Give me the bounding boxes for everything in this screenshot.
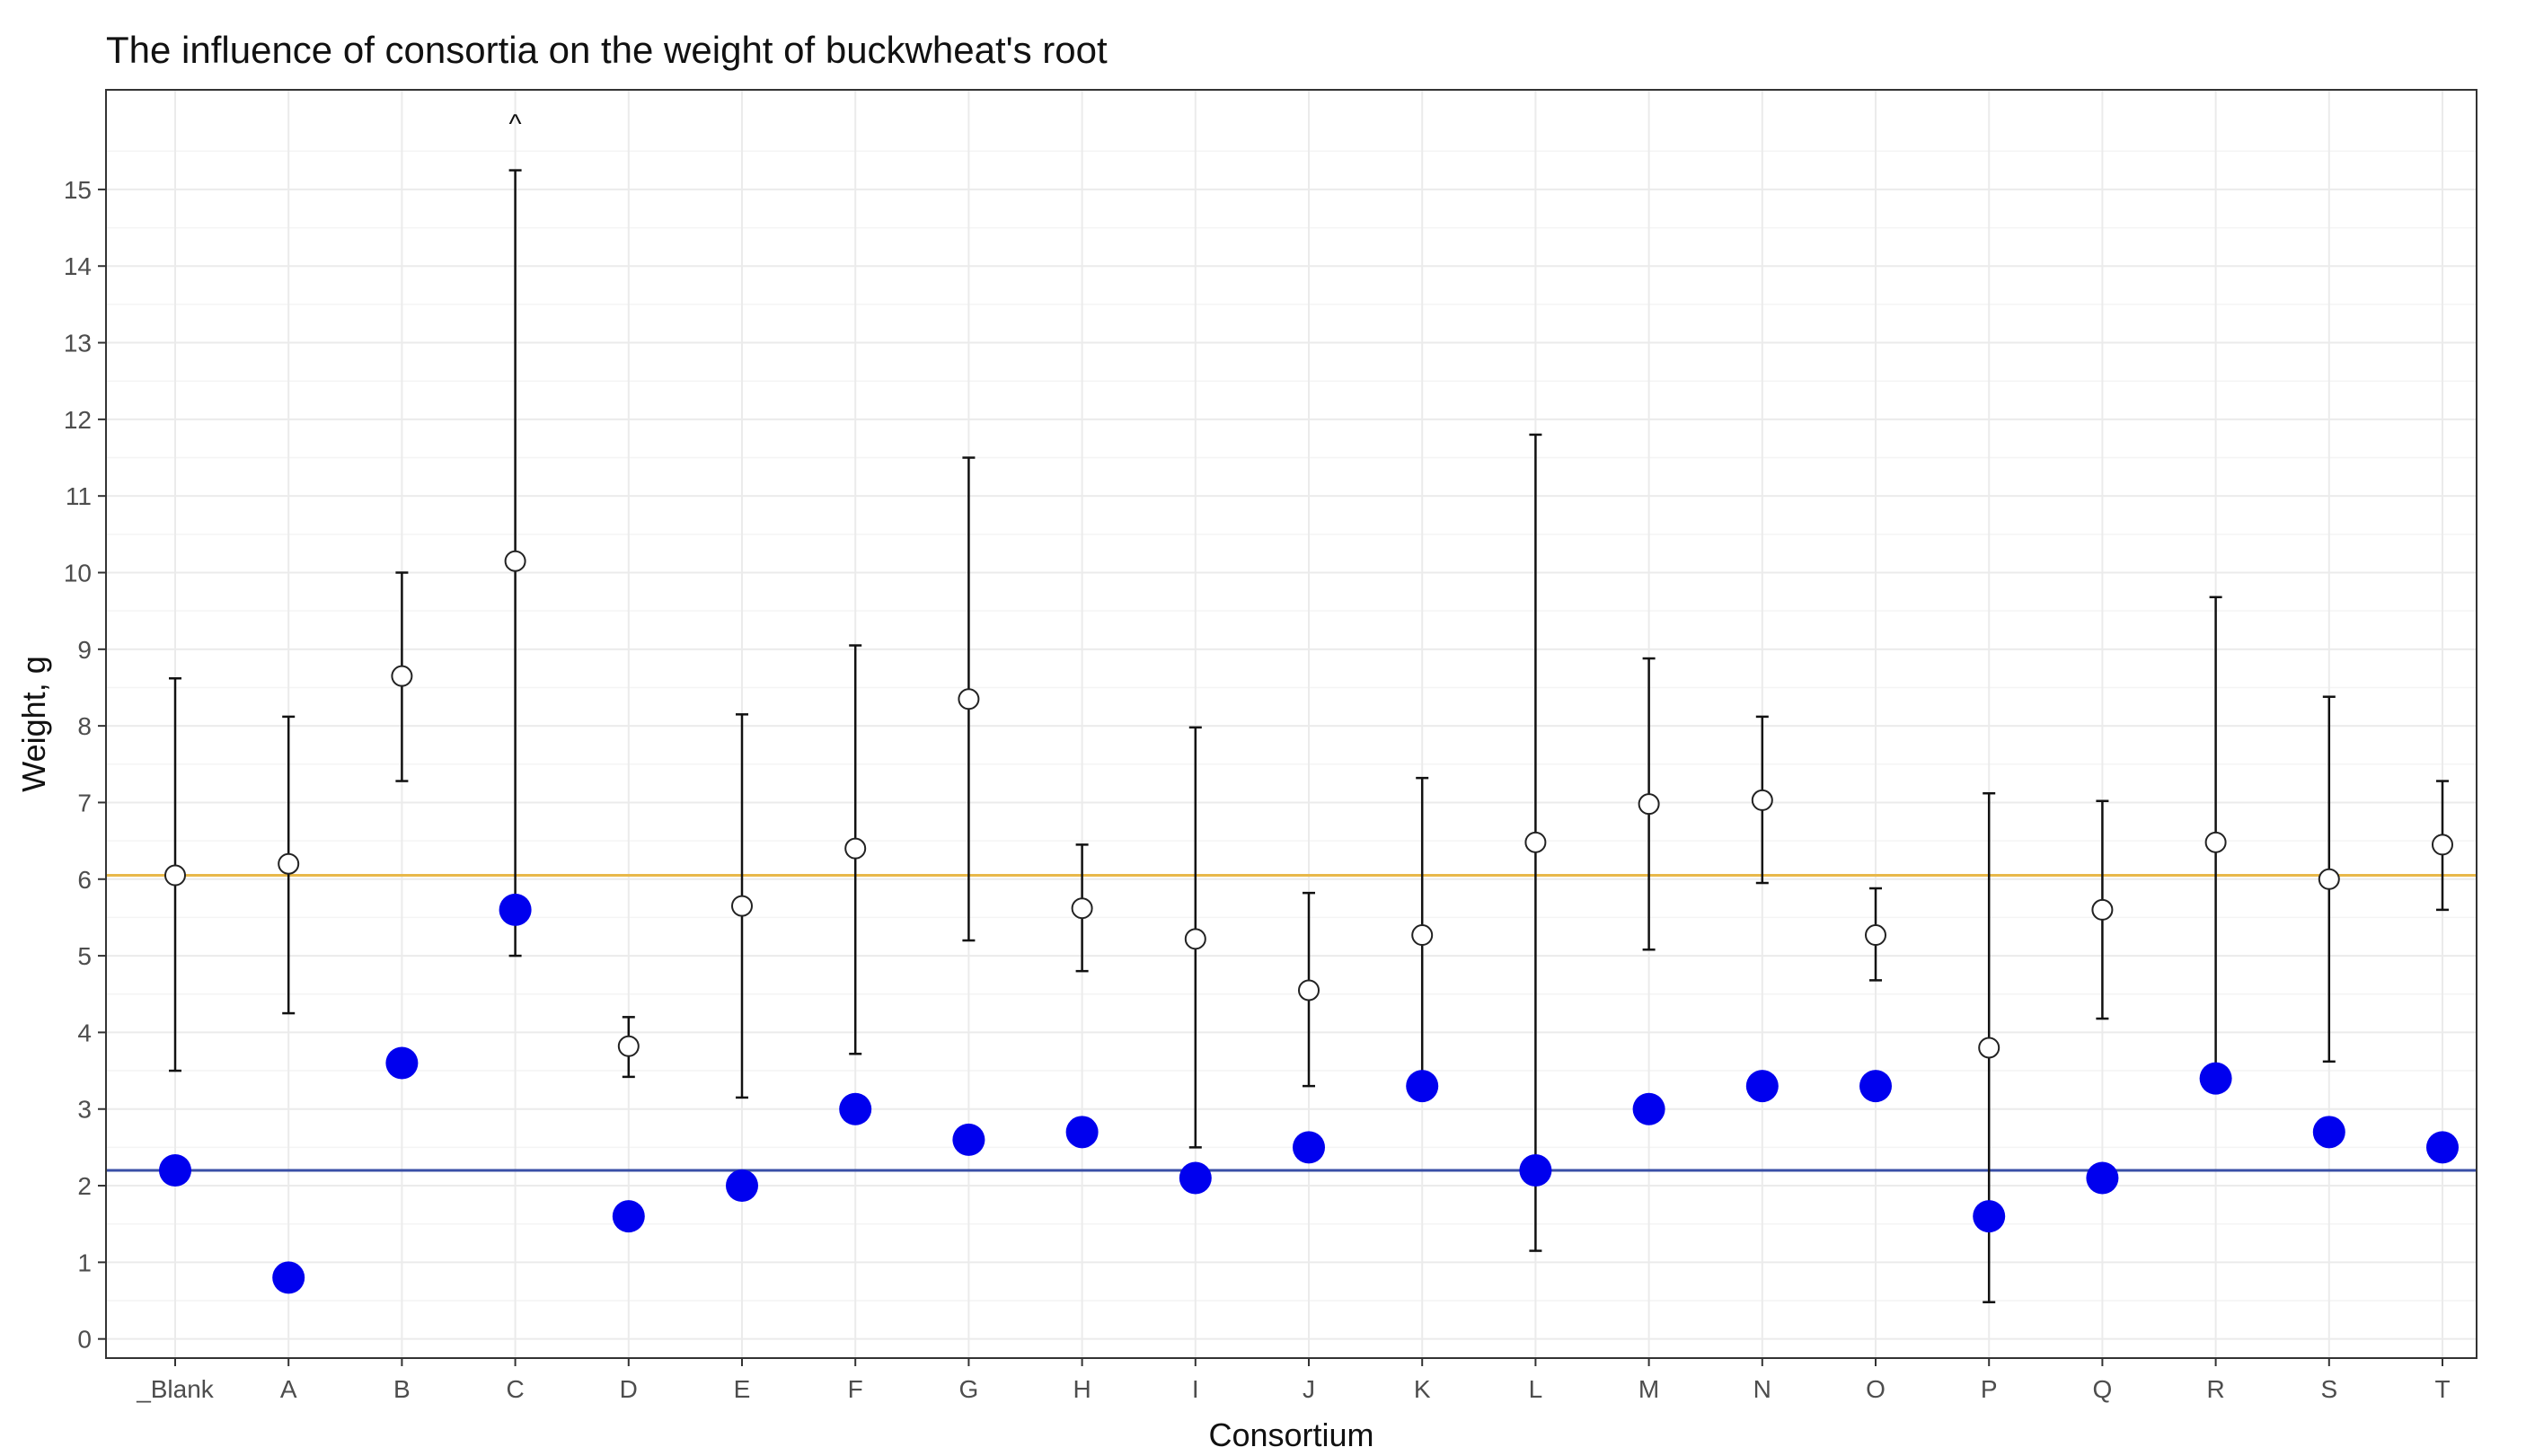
y-tick-label: 4 bbox=[77, 1019, 92, 1046]
mean-point bbox=[278, 852, 300, 875]
x-tick-label: H bbox=[1073, 1375, 1091, 1403]
value-point bbox=[1179, 1161, 1212, 1195]
mean-point bbox=[617, 1035, 640, 1057]
value-point bbox=[2312, 1116, 2345, 1149]
plot-panel-border bbox=[105, 89, 2477, 1359]
x-tick-label: Q bbox=[2093, 1375, 2113, 1403]
y-tick-label: 15 bbox=[64, 176, 92, 204]
x-tick-label: A bbox=[280, 1375, 297, 1403]
value-point bbox=[1745, 1070, 1779, 1103]
value-point bbox=[1293, 1131, 1325, 1164]
annotations: ^ bbox=[509, 110, 522, 139]
value-point bbox=[1406, 1070, 1439, 1103]
y-tick-label: 13 bbox=[64, 330, 92, 357]
mean-point bbox=[1411, 924, 1434, 947]
mean-point bbox=[2091, 898, 2114, 921]
x-tick-label: G bbox=[959, 1375, 979, 1403]
mean-point bbox=[2204, 831, 2227, 853]
value-point bbox=[612, 1200, 645, 1233]
mean-point bbox=[391, 665, 413, 687]
value-point bbox=[2426, 1131, 2459, 1164]
value-point bbox=[839, 1092, 872, 1125]
mean-point bbox=[1865, 924, 1886, 947]
y-tick-label: 0 bbox=[77, 1326, 92, 1354]
mean-point bbox=[164, 864, 186, 887]
y-tick-label: 9 bbox=[77, 636, 92, 664]
mean-point bbox=[731, 895, 753, 917]
mean-point bbox=[1524, 831, 1547, 853]
mean-point bbox=[1751, 789, 1773, 811]
mean-point bbox=[2318, 868, 2340, 890]
chart-title: The influence of consortia on the weight… bbox=[106, 29, 1108, 71]
value-point bbox=[726, 1169, 758, 1203]
x-tick-label: _Blank bbox=[136, 1375, 215, 1403]
value-point bbox=[1973, 1200, 2006, 1233]
x-tick-label: D bbox=[620, 1375, 638, 1403]
x-axis-ticks: _Blank A B C D E F G H I J K L M N O P Q R S T bbox=[136, 1358, 2451, 1403]
y-tick-label: 10 bbox=[64, 559, 92, 587]
x-tick-label: K bbox=[1414, 1375, 1431, 1403]
mean-point bbox=[2432, 834, 2453, 856]
y-tick-label: 5 bbox=[77, 942, 92, 970]
annotation: ^ bbox=[509, 110, 522, 139]
value-point bbox=[499, 893, 532, 926]
x-axis-label: Consortium bbox=[1208, 1416, 1373, 1453]
x-tick-label: C bbox=[506, 1375, 524, 1403]
reference-lines bbox=[106, 874, 2477, 1172]
x-tick-label: E bbox=[734, 1375, 751, 1403]
x-tick-label: R bbox=[2206, 1375, 2224, 1403]
y-tick-label: 12 bbox=[64, 406, 92, 434]
value-point bbox=[1519, 1153, 1552, 1187]
y-tick-label: 7 bbox=[77, 789, 92, 816]
y-tick-label: 1 bbox=[77, 1249, 92, 1276]
y-tick-label: 6 bbox=[77, 866, 92, 894]
value-point bbox=[1859, 1070, 1892, 1103]
mean-point bbox=[1184, 928, 1206, 950]
x-tick-label: I bbox=[1192, 1375, 1199, 1403]
mean-point bbox=[1638, 793, 1660, 816]
x-tick-label: J bbox=[1303, 1375, 1315, 1403]
y-tick-label: 3 bbox=[77, 1096, 92, 1124]
y-tick-label: 11 bbox=[66, 482, 92, 510]
y-tick-label: 14 bbox=[64, 252, 92, 280]
x-tick-label: B bbox=[393, 1375, 411, 1403]
x-tick-label: O bbox=[1866, 1375, 1886, 1403]
x-tick-label: N bbox=[1753, 1375, 1771, 1403]
value-point bbox=[1065, 1116, 1099, 1149]
value-point bbox=[952, 1123, 985, 1156]
data-points bbox=[159, 550, 2459, 1294]
mean-point bbox=[1298, 979, 1320, 1002]
value-point bbox=[272, 1261, 305, 1294]
x-tick-label: P bbox=[1981, 1375, 1998, 1403]
x-tick-label: M bbox=[1638, 1375, 1659, 1403]
value-point bbox=[2199, 1062, 2232, 1095]
value-point bbox=[1632, 1092, 1665, 1125]
grid bbox=[106, 90, 2477, 1358]
mean-point bbox=[504, 550, 526, 572]
y-tick-label: 8 bbox=[77, 712, 92, 740]
y-axis-label: Weight, g bbox=[15, 656, 52, 791]
value-point bbox=[385, 1046, 419, 1080]
value-point bbox=[159, 1153, 191, 1187]
y-tick-label: 2 bbox=[77, 1172, 92, 1200]
x-tick-label: T bbox=[2434, 1375, 2450, 1403]
x-tick-label: F bbox=[848, 1375, 863, 1403]
value-point bbox=[2086, 1161, 2119, 1195]
mean-point bbox=[844, 837, 867, 860]
mean-point bbox=[1978, 1037, 2000, 1059]
mean-point bbox=[1071, 897, 1093, 920]
x-tick-label: L bbox=[1529, 1375, 1543, 1403]
x-tick-label: S bbox=[2320, 1375, 2337, 1403]
mean-point bbox=[958, 688, 980, 710]
